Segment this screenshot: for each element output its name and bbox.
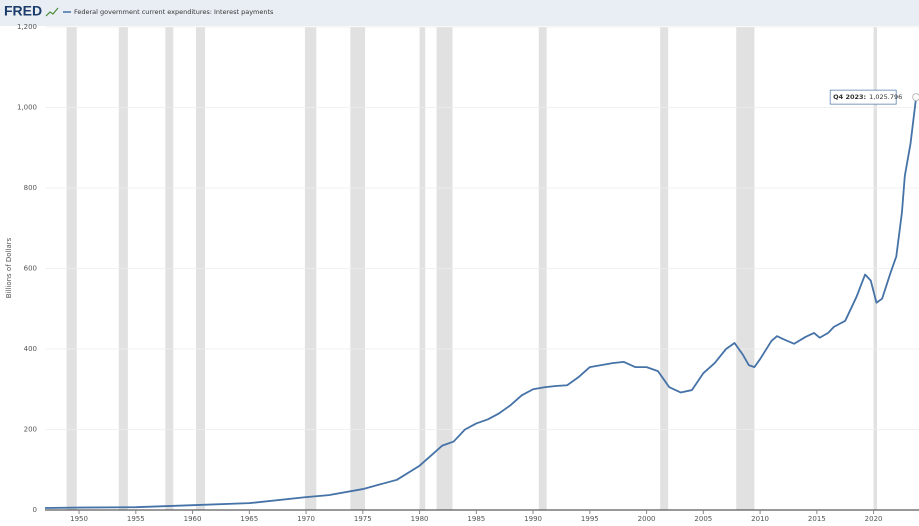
tooltip-box	[829, 89, 897, 105]
annotation-point	[912, 93, 919, 102]
x-tick-label: 1950	[70, 515, 88, 523]
y-tick-label: 0	[33, 506, 37, 514]
x-tick-label: 2015	[808, 515, 826, 523]
x-tick-label: 2000	[638, 515, 656, 523]
x-tick-label: 2020	[865, 515, 883, 523]
x-tick-label: 1965	[240, 515, 258, 523]
logo: FRED	[4, 3, 42, 19]
x-tick-label: 1970	[297, 515, 315, 523]
tooltip-value: 1,025.796	[869, 93, 902, 101]
header-bar	[0, 0, 919, 26]
x-tick-label: 2010	[751, 515, 769, 523]
y-tick-label: 200	[24, 426, 37, 434]
legend-label: Federal government current expenditures:…	[74, 8, 274, 16]
x-tick-label: 1980	[411, 515, 429, 523]
y-tick-label: 600	[24, 265, 37, 273]
logo-icon	[45, 7, 59, 17]
x-tick-label: 1955	[127, 515, 145, 523]
tooltip-label: Q4 2023:	[833, 93, 866, 101]
y-tick-label: 1,200	[17, 23, 37, 31]
y-tick-label: 800	[24, 184, 37, 192]
tooltip-text: Q4 2023: 1,025.796	[833, 93, 902, 101]
x-tick-label: 1975	[354, 515, 372, 523]
y-tick-label: 1,000	[17, 104, 37, 112]
x-tick-label: 1995	[581, 515, 599, 523]
x-tick-label: 2005	[694, 515, 712, 523]
x-tick-label: 1990	[524, 515, 542, 523]
x-tick-label: 1960	[184, 515, 202, 523]
y-tick-label: 400	[24, 345, 37, 353]
x-tick-label: 1985	[467, 515, 485, 523]
series-line	[44, 97, 918, 509]
y-axis-label: Billions of Dollars	[5, 237, 13, 298]
